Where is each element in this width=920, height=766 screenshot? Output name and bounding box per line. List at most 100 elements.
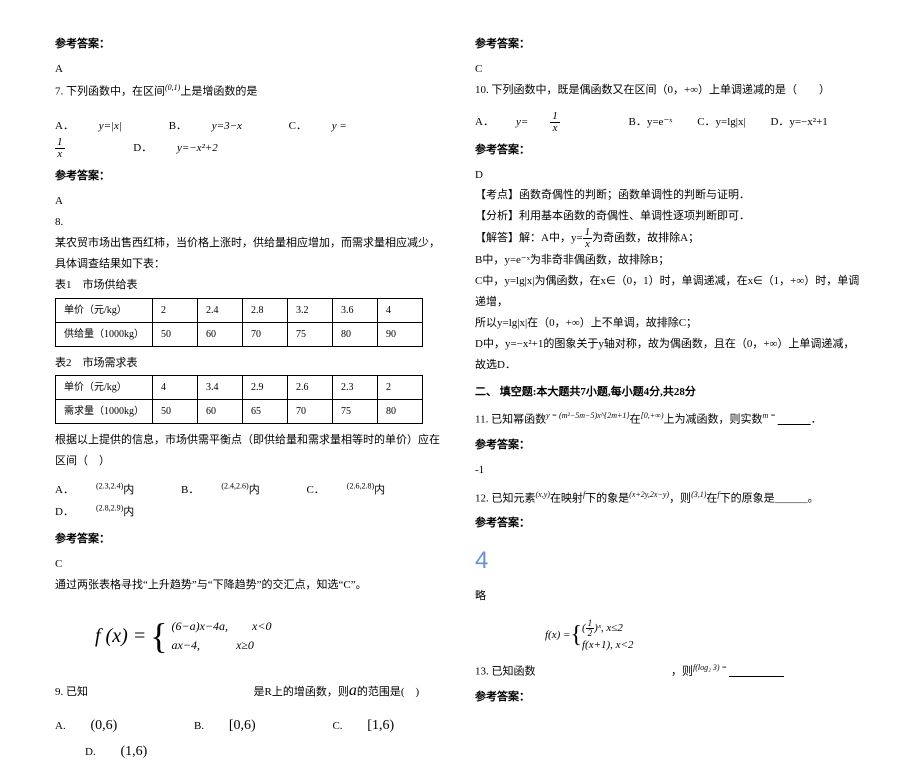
table-row: 供给量（1000kg） 50 60 70 75 80 90: [56, 322, 423, 346]
q9-optB: B. [0,6): [194, 720, 278, 732]
q9-options: A. (0,6) B. [0,6) C. [1,6) D. (1,6): [55, 713, 445, 766]
t: 为奇函数，故排除A；: [592, 232, 699, 244]
q7-optB-pre: B．: [169, 120, 187, 132]
q7-optB-f: y=3−x: [212, 120, 242, 132]
q10-optD: D．y=−x²+1: [770, 116, 827, 128]
t: 上为减函数，则实数: [664, 414, 763, 426]
cell: 2: [153, 298, 198, 322]
int: (2.3,2.4): [96, 481, 123, 490]
q9-optC: C. [1,6): [332, 720, 416, 732]
cell: 2.9: [243, 376, 288, 400]
frac-den: x: [55, 149, 65, 160]
den: x: [550, 123, 560, 134]
q7-optD: D． y=−x²+2: [133, 142, 240, 154]
v: (1,6): [120, 744, 147, 759]
table-supply: 单价（元/kg） 2 2.4 2.8 3.2 3.6 4 供给量（1000kg）…: [55, 298, 423, 347]
t: 内: [249, 484, 260, 496]
t: 在: [706, 492, 717, 504]
int: (2.4,2.6): [221, 481, 248, 490]
q8-explanation: 通过两张表格寻找“上升趋势”与“下降趋势”的交汇点，知选“C”。: [55, 575, 445, 596]
exp-line: B中，y=e⁻ˣ为非奇非偶函数，故排除B；: [475, 250, 865, 271]
answer-value: D: [475, 165, 865, 186]
page-root: 参考答案： A 7. 下列函数中，在区间(0,1)上是增函数的是 A． y=|x…: [0, 0, 920, 651]
lbl: B．: [181, 484, 199, 496]
m: m =: [763, 411, 778, 420]
t: 11. 已知幂函数: [475, 414, 546, 426]
cell: 3.6: [333, 298, 378, 322]
th: 供给量（1000kg）: [56, 322, 153, 346]
q7-interval: (0,1): [165, 83, 180, 92]
v: (3,1): [691, 490, 706, 499]
th: 需求量（1000kg）: [56, 400, 153, 424]
cell: 2: [378, 376, 423, 400]
q9-formula: f (x) = { (6−a)x−4a, x<0 ax−4, x≥0: [95, 602, 445, 670]
q8-optB: B． (2.4,2.6)内: [181, 484, 282, 496]
answer-label: 参考答案：: [475, 513, 865, 534]
q10: 10. 下列函数中，既是偶函数又在区间（0，+∞）上单调递减的是（ ）: [475, 80, 865, 101]
cell: 50: [153, 322, 198, 346]
t: 12. 已知元素: [475, 492, 536, 504]
t: 下的原象是______。: [720, 492, 819, 504]
f: y = (m²−5m−5)x^{2m+1}: [546, 411, 630, 420]
int: (2.6,2.8): [347, 481, 374, 490]
q7-optA-pre: A．: [55, 120, 74, 132]
flog: f(log₂ 3) =: [693, 663, 729, 672]
cell: 90: [378, 322, 423, 346]
lbl: D.: [85, 746, 96, 758]
q8-optC: C．(2.6,2.8)内: [306, 484, 407, 496]
cell: 2.8: [243, 298, 288, 322]
q12: 12. 已知元素(x,y)在映射f下的象是(x+2y,2x−y)，则(3,1)在…: [475, 487, 865, 510]
xy: (x,y): [536, 490, 550, 499]
y: y=: [516, 116, 528, 128]
t2-label: 表2 市场需求表: [55, 353, 445, 374]
q13-cases: f(x) = { (12)ˣ, x≤2 f(x+1), x<2: [545, 613, 633, 659]
q7-optD-pre: D．: [133, 142, 152, 154]
lbl: B.: [194, 720, 204, 732]
lbl: A．: [475, 116, 494, 128]
exp-line: 【考点】函数奇偶性的判断；函数单调性的判断与证明．: [475, 185, 865, 206]
case2: f(x+1), x<2: [582, 639, 634, 651]
t: 在映射: [550, 492, 583, 504]
q9-fx: f (x) =: [95, 617, 146, 655]
frac: 1x: [583, 227, 593, 250]
frac: 1x: [550, 111, 582, 134]
answer-short: 略: [475, 586, 865, 607]
q7-text: 7. 下列函数中，在区间: [55, 85, 165, 97]
q8-text: 某农贸市场出售西红柿，当价格上涨时，供给量相应增加，而需求量相应减少，具体调查结…: [55, 233, 445, 275]
cell: 65: [243, 400, 288, 424]
exp-line: D中，y=−x²+1的图象关于y轴对称，故为偶函数，且在（0，+∞）上单调递减，: [475, 334, 865, 355]
cell: 2.6: [288, 376, 333, 400]
left-column: 参考答案： A 7. 下列函数中，在区间(0,1)上是增函数的是 A． y=|x…: [40, 30, 460, 621]
q7-optA-f: y=|x|: [99, 120, 122, 132]
d: 2: [586, 629, 595, 638]
table-row: 单价（元/kg） 2 2.4 2.8 3.2 3.6 4: [56, 298, 423, 322]
q10-optB: B．y=e⁻ˣ: [629, 116, 673, 128]
table-row: 单价（元/kg） 4 3.4 2.9 2.6 2.3 2: [56, 376, 423, 400]
q10-options: A． y= 1x B．y=e⁻ˣ C．y=lg|x| D．y=−x²+1: [475, 111, 865, 134]
cell: 80: [333, 322, 378, 346]
q9-cases: (6−a)x−4a, x<0 ax−4, x≥0: [172, 617, 272, 655]
q9-pre: 9. 已知: [55, 686, 88, 698]
case1: (6−a)x−4a, x<0: [172, 619, 272, 633]
q9-optD: D. (1,6): [85, 746, 169, 758]
answer-value: C: [55, 554, 445, 575]
q13-formula-block: f(x) = { (12)ˣ, x≤2 f(x+1), x<2: [545, 613, 865, 659]
cell: 75: [288, 322, 333, 346]
answer-label: 参考答案：: [55, 529, 445, 550]
cell: 75: [333, 400, 378, 424]
cell: 4: [378, 298, 423, 322]
exp-line: C中，y=lg|x|为偶函数，在x∈（0，1）时，单调递减，在x∈（1，+∞）时…: [475, 271, 865, 313]
answer-label: 参考答案：: [475, 140, 865, 161]
cell: 80: [378, 400, 423, 424]
table-demand: 单价（元/kg） 4 3.4 2.9 2.6 2.3 2 需求量（1000kg）…: [55, 375, 423, 424]
q9-a: a: [349, 682, 357, 699]
cell: 70: [243, 322, 288, 346]
q10-optC: C．y=lg|x|: [697, 116, 746, 128]
q13: 13. 已知函数 ，则f(log₂ 3) =: [475, 660, 865, 683]
brace-icon: {: [570, 613, 582, 659]
t: ，则: [669, 492, 691, 504]
q7-options: A． y=|x| B． y=3−x C． y = 1x D． y=−x²+2: [55, 116, 445, 160]
answer-label: 参考答案：: [55, 34, 445, 55]
exp-line: 【解答】解：A中，y=1x为奇函数，故排除A；: [475, 227, 865, 250]
v: [1,6): [367, 718, 394, 733]
